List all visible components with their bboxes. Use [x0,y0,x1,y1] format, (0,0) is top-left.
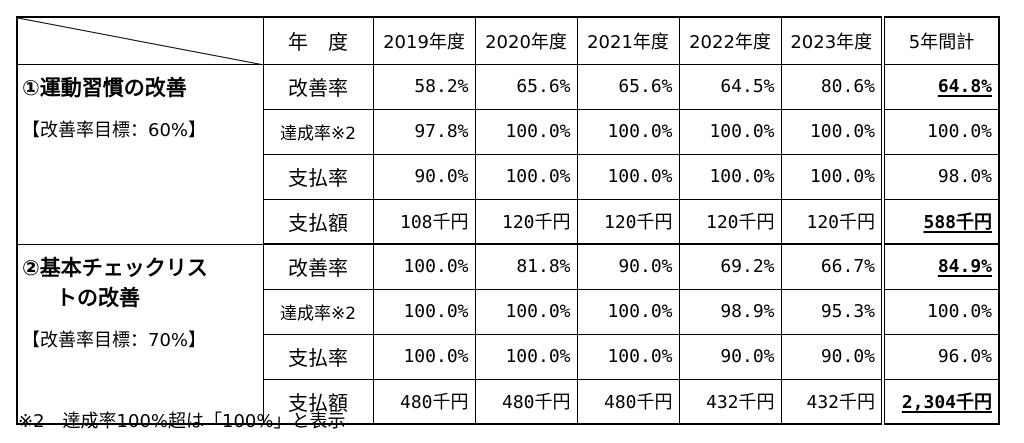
value-cell: 95.3% [780,288,884,335]
total-value: 96.0% [937,346,992,367]
value-cell: 100.0% [474,333,578,380]
value-cell: 100.0% [372,333,476,380]
year-2023-header: 2023年度 [780,16,884,65]
total-cell: 64.8% [881,63,1000,110]
value-cell: 100.0% [576,333,680,380]
total-cell: 84.9% [881,243,1000,290]
value-cell: 97.8% [372,108,476,155]
value-cell: 100.0% [678,153,782,200]
year-2019-header: 2019年度 [372,16,476,65]
table-row: 支払率 90.0% 100.0% 100.0% 100.0% 100.0% 98.0% [17,153,1000,200]
value-cell: 120千円 [780,198,884,245]
row-label: 支払額 [262,378,374,425]
year-2021-header: 2021年度 [576,16,680,65]
value-cell: 100.0% [474,153,578,200]
year-header: 年 度 [262,16,374,65]
total-value: 2,304千円 [901,392,992,414]
category-target: 【改善率目標：60%】 [22,119,207,141]
value-cell: 100.0% [576,288,680,335]
value-cell: 90.0% [372,153,476,200]
value-cell: 100.0% [474,108,578,155]
value-cell: 66.7% [780,243,884,290]
header-row: 年 度 2019年度 2020年度 2021年度 2022年度 2023年度 5… [16,16,1000,65]
table-row: 支払率 100.0% 100.0% 100.0% 90.0% 90.0% 96.0% [17,333,1000,380]
value-cell: 100.0% [372,243,476,290]
total-cell: 100.0% [881,108,1000,155]
table-row: ①運動習慣の改善 【改善率目標：60%】 改善率 58.2% 65.6% 65.6% 64.… [16,63,1000,245]
value-cell: 100.0% [576,153,680,200]
value-cell: 90.0% [780,333,884,380]
year-2022-header: 2022年度 [678,16,782,65]
total-cell: 96.0% [881,333,1000,380]
total-header: 5年間計 [881,16,1000,65]
total-value: 98.0% [937,166,992,187]
value-cell: 432千円 [780,378,884,425]
category-cell: ①運動習慣の改善 【改善率目標：60%】 [16,63,264,245]
table-row: 達成率※2 97.8% 100.0% 100.0% 100.0% 100.0% 100.0% [17,108,1000,155]
value-cell: 64.5% [678,63,782,110]
total-cell: 98.0% [881,153,1000,200]
total-cell: 588千円 [881,198,1000,245]
total-value: 100.0% [926,121,992,142]
value-cell: 65.6% [474,63,578,110]
value-cell: 120千円 [474,198,578,245]
value-cell: 480千円 [576,378,680,425]
row-label: 改善率 [262,243,374,290]
value-cell: 480千円 [372,378,476,425]
row-label: 改善率 [262,63,374,110]
value-cell: 80.6% [780,63,884,110]
category-title: ②基本チェックリス [22,255,208,280]
row-label: 支払率 [262,333,374,380]
total-cell: 100.0% [881,288,1000,335]
value-cell: 108千円 [372,198,476,245]
value-cell: 90.0% [576,243,680,290]
total-value: 64.8% [937,76,992,97]
value-cell: 100.0% [576,108,680,155]
total-value: 588千円 [923,212,992,234]
value-cell: 58.2% [372,63,476,110]
table-row: 支払額 480千円 480千円 480千円 432千円 432千円 2,304千円 [17,378,1000,425]
value-cell: 100.0% [474,288,578,335]
row-label: 支払率 [262,153,374,200]
year-2020-header: 2020年度 [474,16,578,65]
table-row: 支払額 108千円 120千円 120千円 120千円 120千円 588千円 [17,198,1000,245]
results-table: 年 度 2019年度 2020年度 2021年度 2022年度 2023年度 5… [16,16,1000,425]
row-label: 支払額 [262,198,374,245]
value-cell: 480千円 [474,378,578,425]
value-cell: 120千円 [678,198,782,245]
category-title: ①運動習慣の改善 [22,75,187,100]
footnote: ※2 達成率100%超は「100%」と表示 [18,411,346,432]
total-value: 100.0% [926,301,992,322]
value-cell: 120千円 [576,198,680,245]
value-cell: 100.0% [678,108,782,155]
row-label: 達成率※2 [262,108,374,155]
total-cell: 2,304千円 [881,378,1000,425]
category-target: 【改善率目標：70%】 [22,329,207,351]
category-cell: ②基本チェックリストの改善【改善率目標：70%】 [16,243,264,425]
diagonal-line [18,18,257,63]
category-title-line2: トの改善 [56,285,140,310]
corner-cell [16,16,264,65]
value-cell: 100.0% [780,153,884,200]
table-row: 達成率※2 100.0% 100.0% 100.0% 98.9% 95.3% 100.0% [17,288,1000,335]
value-cell: 69.2% [678,243,782,290]
value-cell: 432千円 [678,378,782,425]
table-row: ②基本チェックリス トの改善 【改善率目標：70%】 改善率 100.0% 81.8% 90… [16,243,1000,425]
value-cell: 90.0% [678,333,782,380]
value-cell: 81.8% [474,243,578,290]
total-value: 84.9% [937,256,992,278]
value-cell: 98.9% [678,288,782,335]
row-label: 達成率※2 [262,288,374,335]
value-cell: 100.0% [372,288,476,335]
value-cell: 65.6% [576,63,680,110]
value-cell: 100.0% [780,108,884,155]
